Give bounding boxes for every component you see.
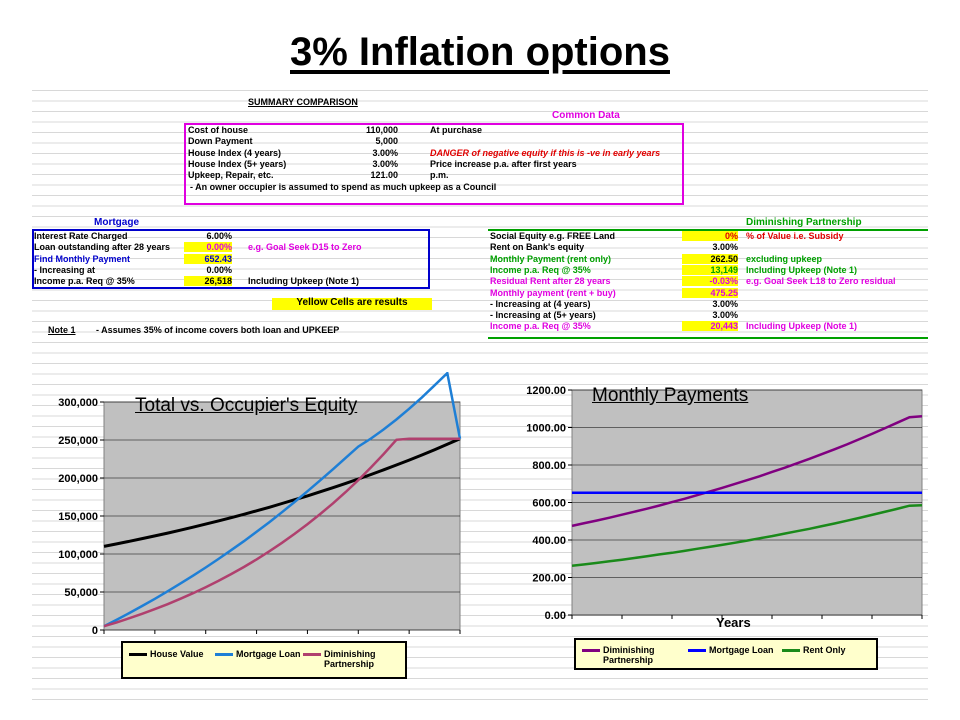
summary-row-note: p.m. (430, 170, 449, 181)
partnership-row-label: - Increasing at (4 years) (490, 298, 591, 309)
monthly-payments-chart-title: Monthly Payments (592, 385, 749, 406)
mortgage-row-label: Interest Rate Charged (34, 231, 128, 241)
partnership-row-note: Including Upkeep (Note 1) (746, 264, 858, 275)
partnership-row-label: Income p.a. Req @ 35% (490, 264, 591, 275)
partnership-row-note: e.g. Goal Seek L18 to Zero residual (746, 276, 896, 287)
partnership-row-value: 262.50 (682, 253, 738, 264)
legend-house-value: House Value (129, 649, 204, 659)
mortgage-row-value: 652.43 (184, 253, 232, 264)
partnership-row-label: Monthly payment (rent + buy) (490, 287, 616, 298)
monthly-x-axis-label: Years (716, 615, 751, 630)
partnership-row-label: Social Equity e.g. FREE Land (490, 231, 616, 241)
summary-row-label: Upkeep, Repair, etc. (188, 170, 274, 181)
summary-row-value: 110,000 (365, 125, 398, 135)
partnership-row-label: Residual Rent after 28 years (490, 276, 611, 287)
equity-chart-legend: House Value Mortgage Loan Diminishing Pa… (121, 641, 407, 679)
monthly-chart-legend: Diminishing Partnership Mortgage Loan Re… (574, 638, 878, 670)
summary-row-note: Price increase p.a. after first years (430, 158, 577, 169)
summary-heading: SUMMARY COMPARISON (248, 97, 358, 107)
summary-row-value: 3.00% (372, 147, 398, 158)
series-line-2 (103, 437, 460, 628)
note1-label: Note 1 (48, 325, 76, 335)
yellow-cells-note: Yellow Cells are results (272, 298, 432, 310)
equity-chart: 0 50,000 100,000 150,000 200,000 250,000 300,0… (32, 370, 468, 682)
partnership-box (488, 229, 928, 339)
mortgage-row-label: - Increasing at (34, 264, 96, 275)
partnership-row-value: 3.00% (712, 310, 738, 321)
monthly-payments-chart: 0.00 200.00 400.00 600.00 800.00 1000.00 1200.… (484, 368, 928, 678)
summary-row-label: Cost of house (188, 125, 248, 135)
y-tick-label: 400.00 (532, 535, 566, 547)
mortgage-row-note: e.g. Goal Seek D15 to Zero (248, 242, 362, 253)
y-tick-label: 800.00 (532, 460, 566, 472)
partnership-row-note: % of Value i.e. Subsidy (746, 231, 844, 241)
legend-rent-only: Rent Only (782, 645, 846, 655)
summary-row-label: Down Payment (188, 136, 253, 147)
partnership-row-value: 13,149 (682, 264, 738, 275)
summary-row-label: House Index (4 years) (188, 147, 282, 158)
y-tick-label: 200,000 (58, 473, 98, 485)
series-line-0 (571, 415, 923, 528)
partnership-title: Diminishing Partnership (746, 217, 862, 228)
partnership-row-label: Monthly Payment (rent only) (490, 253, 612, 264)
common-data-title: Common Data (552, 110, 620, 121)
partnership-row-label: Rent on Bank's equity (490, 242, 585, 253)
partnership-row-value: 3.00% (712, 298, 738, 309)
page-title: 3% Inflation options (290, 30, 670, 74)
mortgage-row-value: 26,518 (184, 276, 232, 287)
summary-row-value: 5,000 (375, 136, 398, 147)
equity-chart-svg: 0 50,000 100,000 150,000 200,000 250,000 300,0… (58, 370, 462, 637)
note1-text: - Assumes 35% of income covers both loan… (96, 325, 340, 335)
y-tick-label: 1200.00 (526, 385, 566, 397)
monthly-payments-chart-svg: 0.00 200.00 400.00 600.00 800.00 1000.00 1200.… (526, 385, 923, 622)
partnership-row-value: 475.25 (682, 287, 738, 298)
y-tick-label: 0.00 (545, 610, 566, 622)
common-data-box (184, 123, 684, 205)
spreadsheet: SUMMARY COMPARISON Common Data Cost of h… (32, 90, 928, 702)
mortgage-row-label: Income p.a. Req @ 35% (34, 276, 135, 287)
series-line-0 (103, 437, 461, 548)
mortgage-row-note: Including Upkeep (Note 1) (248, 276, 360, 287)
partnership-row-value: 20,443 (682, 321, 738, 332)
y-tick-label: 1000.00 (526, 423, 566, 435)
summary-footnote: - An owner occupier is assumed to spend … (190, 182, 497, 192)
equity-chart-title: Total vs. Occupier's Equity (135, 395, 358, 416)
y-tick-label: 150,000 (58, 511, 98, 523)
y-tick-label: 300,000 (58, 397, 98, 409)
y-tick-label: 250,000 (58, 435, 98, 447)
summary-row-note: At purchase (430, 125, 483, 135)
partnership-row-note: excluding upkeep (746, 253, 823, 264)
mortgage-box (32, 229, 430, 289)
y-tick-label: 50,000 (64, 587, 98, 599)
mortgage-row-label: Find Monthly Payment (34, 253, 131, 264)
legend-mortgage-monthly: Mortgage Loan (688, 645, 774, 655)
mortgage-row-label: Loan outstanding after 28 years (34, 242, 171, 253)
summary-row-note: DANGER of negative equity if this is -ve… (430, 147, 661, 158)
partnership-row-value: 0% (682, 231, 738, 241)
y-tick-label: 600.00 (532, 498, 566, 510)
y-tick-label: 0 (92, 625, 98, 637)
summary-row-value: 3.00% (372, 158, 398, 169)
legend-diminishing-partnership: Diminishing Partnership (303, 649, 407, 669)
mortgage-row-value: 0.00% (206, 264, 232, 275)
series-line-1 (103, 370, 462, 628)
partnership-row-label: Income p.a. Req @ 35% (490, 321, 591, 332)
summary-row-label: House Index (5+ years) (188, 158, 287, 169)
mortgage-row-value: 6.00% (206, 231, 232, 241)
y-tick-label: 200.00 (532, 573, 566, 585)
partnership-row-note: Including Upkeep (Note 1) (746, 321, 858, 332)
legend-dp-monthly: Diminishing Partnership (582, 645, 682, 665)
partnership-row-label: - Increasing at (5+ years) (490, 310, 596, 321)
partnership-row-value: -0.03% (682, 276, 738, 287)
mortgage-row-value: 0.00% (184, 242, 232, 253)
y-tick-label: 100,000 (58, 549, 98, 561)
legend-mortgage-loan: Mortgage Loan (215, 649, 301, 659)
summary-row-value: 121.00 (370, 170, 398, 181)
partnership-row-value: 3.00% (712, 242, 738, 253)
mortgage-title: Mortgage (94, 217, 139, 228)
series-line-2 (571, 504, 923, 568)
